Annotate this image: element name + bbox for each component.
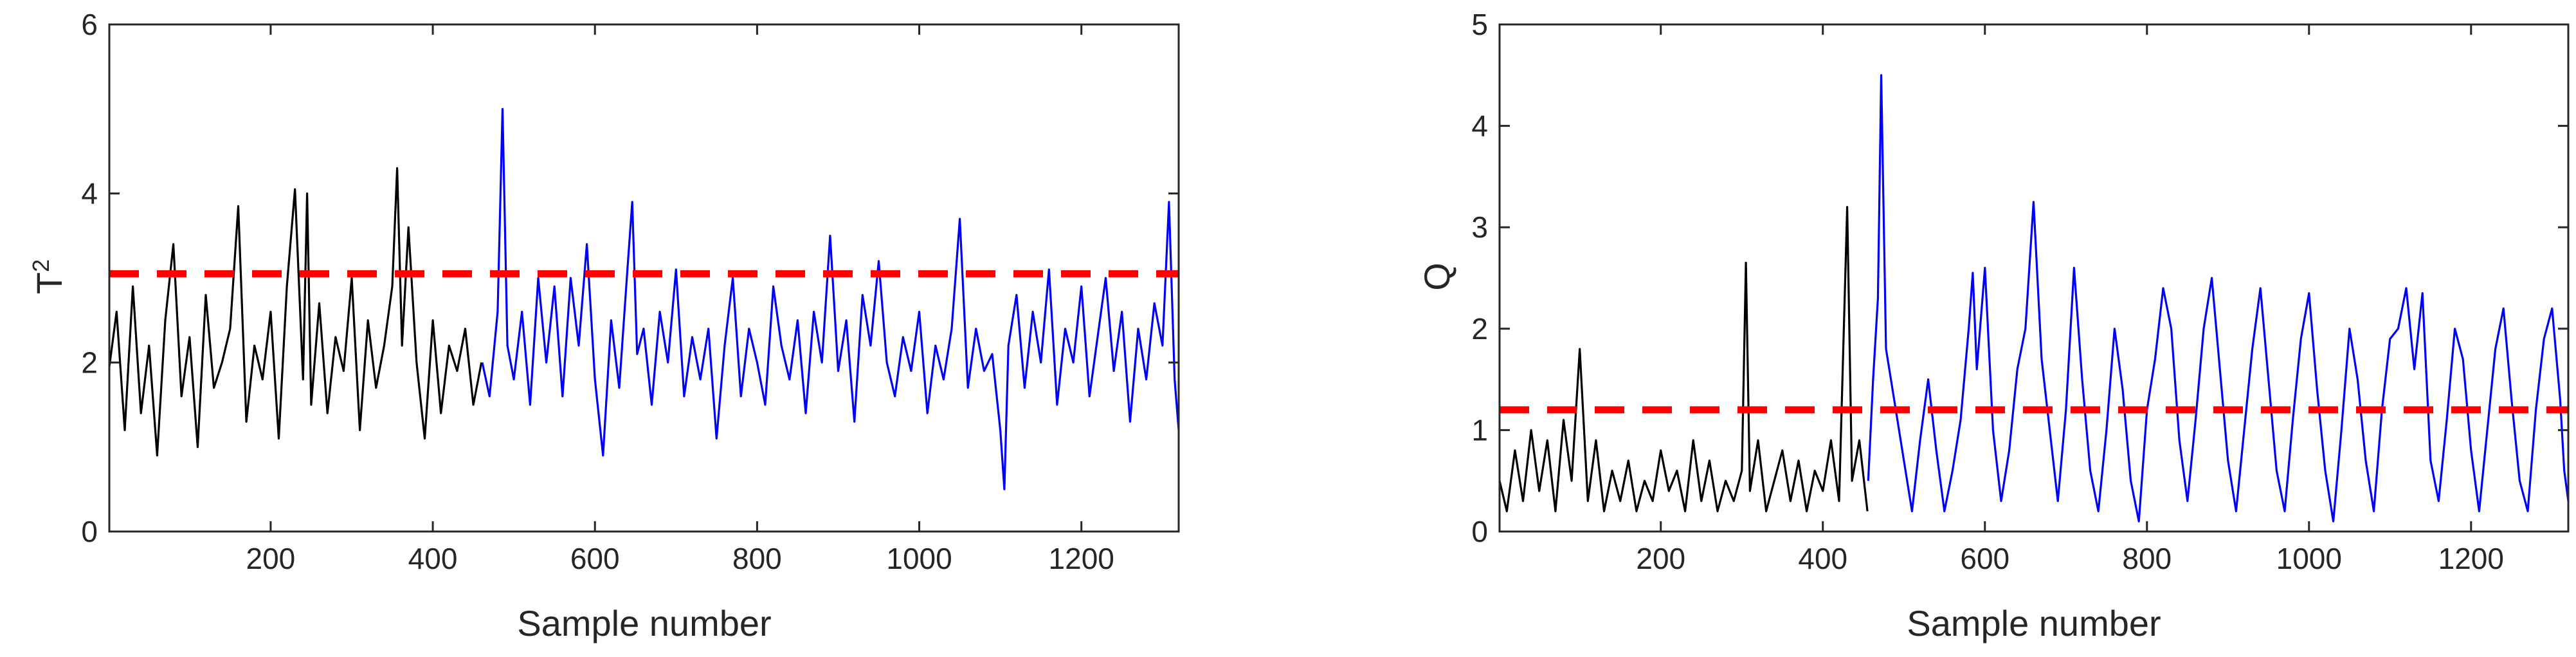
t2-series-0-line — [108, 167, 483, 457]
q-y-tick-label: 2 — [1471, 312, 1488, 346]
t2-x-tick-label: 800 — [732, 542, 782, 575]
q-x-tick-label: 800 — [2122, 542, 2172, 575]
t2-x-tick-label: 200 — [246, 542, 296, 575]
t2-y-tick-label: 6 — [81, 8, 98, 41]
q-y-axis-label: Q — [1417, 263, 1457, 291]
t2-x-axis-label: Sample number — [517, 603, 771, 643]
t2-y-tick-label: 4 — [81, 177, 98, 210]
q-y-tick-label: 0 — [1471, 515, 1488, 548]
q-x-tick-label: 1000 — [2276, 542, 2342, 575]
t2-x-tick-label: 400 — [408, 542, 458, 575]
t2-plot-frame — [108, 23, 1180, 533]
t2-y-axis-label-superscript: 2 — [28, 259, 54, 272]
q-y-tick-label: 1 — [1471, 413, 1488, 447]
t2-x-tick-label: 1000 — [886, 542, 952, 575]
t2-series-1-line — [481, 107, 1180, 490]
t2-chart-panel: T2 Sample number 200 400 600 800 1000 1200 0 2 4… — [28, 8, 1180, 643]
q-x-tick-label: 1200 — [2438, 542, 2504, 575]
t2-y-tick-label: 2 — [81, 346, 98, 379]
q-x-tick-label: 600 — [1960, 542, 2009, 575]
q-y-tick-label: 4 — [1471, 109, 1488, 143]
q-y-tick-label: 5 — [1471, 8, 1488, 41]
t2-y-axis-label: T2 — [28, 259, 70, 294]
q-y-tick-label: 3 — [1471, 210, 1488, 244]
q-series-0-line — [1498, 206, 1869, 513]
q-x-tick-label: 200 — [1636, 542, 1685, 575]
t2-x-tick-label: 600 — [570, 542, 620, 575]
q-x-axis-label: Sample number — [1907, 603, 2161, 643]
q-series-1-line — [1867, 74, 2570, 523]
q-plot-frame — [1498, 23, 2570, 533]
t2-y-tick-label: 0 — [81, 515, 98, 548]
q-x-tick-label: 400 — [1798, 542, 1847, 575]
t2-x-tick-label: 1200 — [1049, 542, 1114, 575]
q-chart-panel: Q Sample number 200 400 600 800 1000 1200 0 1 2 3… — [1417, 8, 2570, 643]
